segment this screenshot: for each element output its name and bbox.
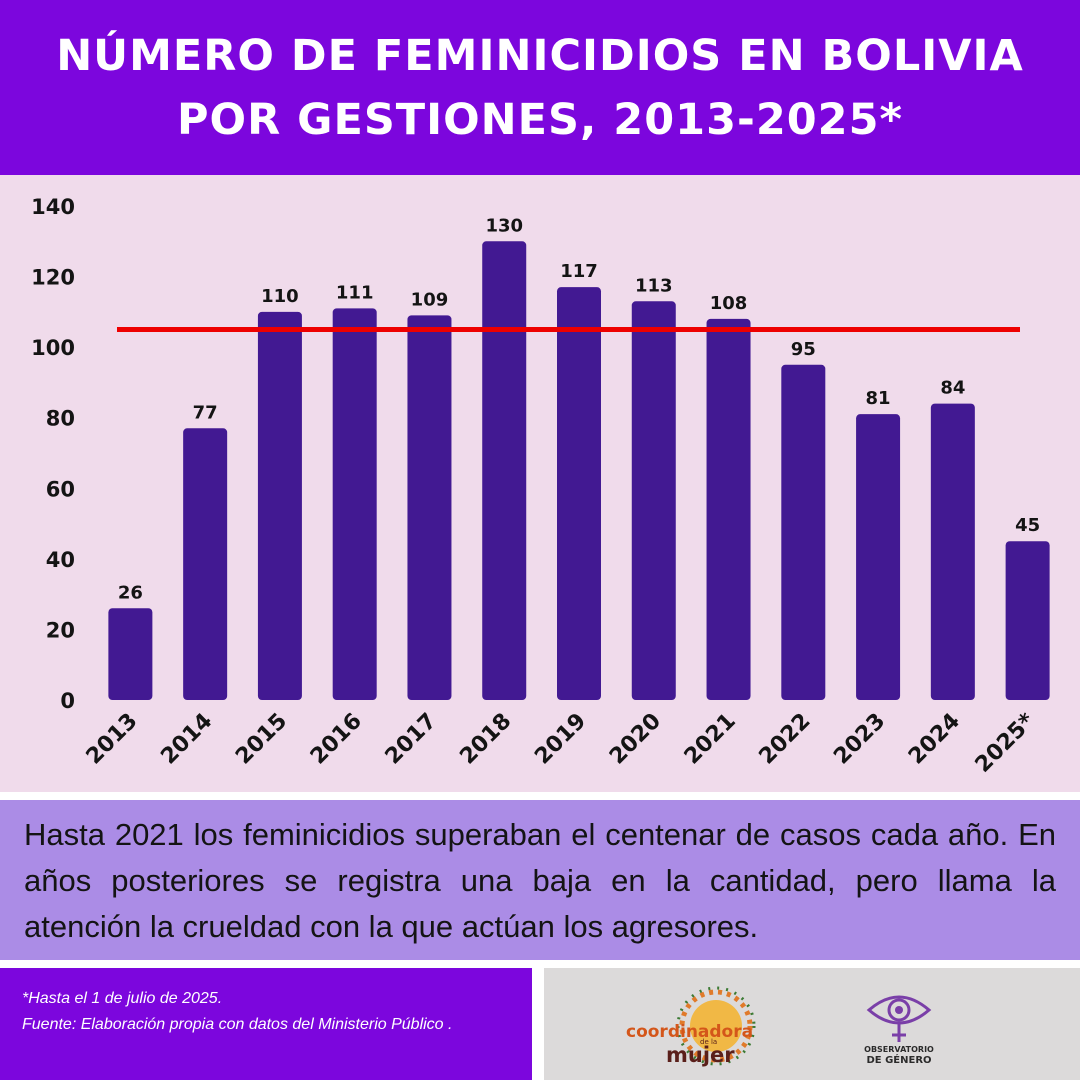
- y-tick-label: 0: [60, 689, 75, 713]
- chart-title-line2: POR GESTIONES, 2013-2025*: [177, 94, 903, 145]
- logos-panel: coordinadora de la mujer OBSERVATORIO DE…: [544, 968, 1080, 1080]
- data-label: 130: [485, 215, 523, 236]
- data-label: 117: [560, 261, 598, 282]
- bar: [1005, 541, 1050, 700]
- data-label: 113: [635, 275, 673, 296]
- bar: [407, 315, 452, 700]
- de-la-word: de la: [700, 1038, 718, 1046]
- chart-panel: 0 20 40 60 80 100 120 140 26 77 110 111 109 130 117 11…: [0, 175, 1080, 792]
- mujer-word: mujer: [666, 1043, 735, 1067]
- y-tick-label: 80: [46, 407, 75, 431]
- chart-title-line1: NÚMERO DE FEMINICIDIOS EN BOLIVIA: [56, 30, 1024, 81]
- y-tick-label: 120: [31, 266, 75, 290]
- x-tick-label: 2015: [231, 709, 292, 770]
- data-label: 26: [118, 582, 143, 603]
- sun-figures-icon: [676, 986, 756, 1066]
- x-tick-label: 2018: [455, 709, 516, 770]
- summary-text: Hasta 2021 los feminicidios superaban el…: [24, 817, 1056, 944]
- x-tick-label: 2014: [156, 709, 217, 770]
- data-label: 111: [336, 282, 374, 303]
- data-label: 77: [193, 402, 218, 423]
- summary-note: Hasta 2021 los feminicidios superaban el…: [0, 800, 1080, 960]
- coordinadora-mujer-logo: coordinadora de la mujer: [626, 982, 756, 1072]
- data-label: 109: [411, 289, 449, 310]
- bar: [332, 308, 377, 700]
- bar: [183, 428, 228, 700]
- coordinadora-word: coordinadora: [626, 1022, 754, 1042]
- x-tick-label: 2024: [904, 709, 965, 770]
- bar: [557, 287, 601, 700]
- de-genero-word: DE GÉNERO: [866, 1055, 932, 1066]
- y-tick-label: 140: [31, 195, 75, 219]
- data-label: 108: [710, 293, 748, 314]
- y-tick-label: 20: [46, 618, 75, 642]
- x-tick-label: 2016: [306, 709, 367, 770]
- bar: [930, 403, 975, 700]
- observatorio-genero-logo: OBSERVATORIO DE GÉNERO: [844, 982, 954, 1076]
- source-text: Fuente: Elaboración propia con datos del…: [22, 1016, 453, 1033]
- data-label: 45: [1015, 515, 1040, 536]
- y-tick-label: 100: [31, 336, 75, 360]
- eye-venus-icon: [866, 995, 932, 1042]
- bar: [108, 608, 153, 700]
- data-label: 84: [940, 378, 965, 399]
- y-tick-label: 40: [46, 548, 75, 572]
- x-tick-label: 2019: [530, 709, 591, 770]
- x-tick-label: 2022: [755, 709, 816, 770]
- data-label: 81: [866, 388, 891, 409]
- bar: [781, 364, 826, 700]
- bar: [631, 301, 676, 700]
- data-label: 95: [791, 339, 816, 360]
- y-tick-label: 60: [46, 477, 75, 501]
- x-tick-label: 2023: [829, 709, 890, 770]
- bar: [706, 318, 751, 700]
- bar-chart: 0 20 40 60 80 100 120 140 26 77 110 111 109 130 117 11…: [31, 195, 1050, 778]
- title-banner: NÚMERO DE FEMINICIDIOS EN BOLIVIA POR GE…: [0, 0, 1080, 175]
- bar: [482, 241, 527, 700]
- x-tick-label: 2013: [82, 709, 143, 770]
- x-tick-label: 2025*: [971, 708, 1040, 777]
- bar: [257, 311, 302, 700]
- bar: [856, 414, 901, 700]
- x-tick-label: 2021: [680, 709, 741, 770]
- x-tick-label: 2017: [381, 709, 442, 770]
- footnote-panel: *Hasta el 1 de julio de 2025. Fuente: El…: [0, 968, 532, 1080]
- observatorio-word: OBSERVATORIO: [864, 1045, 934, 1054]
- data-label: 110: [261, 286, 299, 307]
- footnote-text: *Hasta el 1 de julio de 2025.: [22, 990, 223, 1007]
- x-tick-label: 2020: [605, 709, 666, 770]
